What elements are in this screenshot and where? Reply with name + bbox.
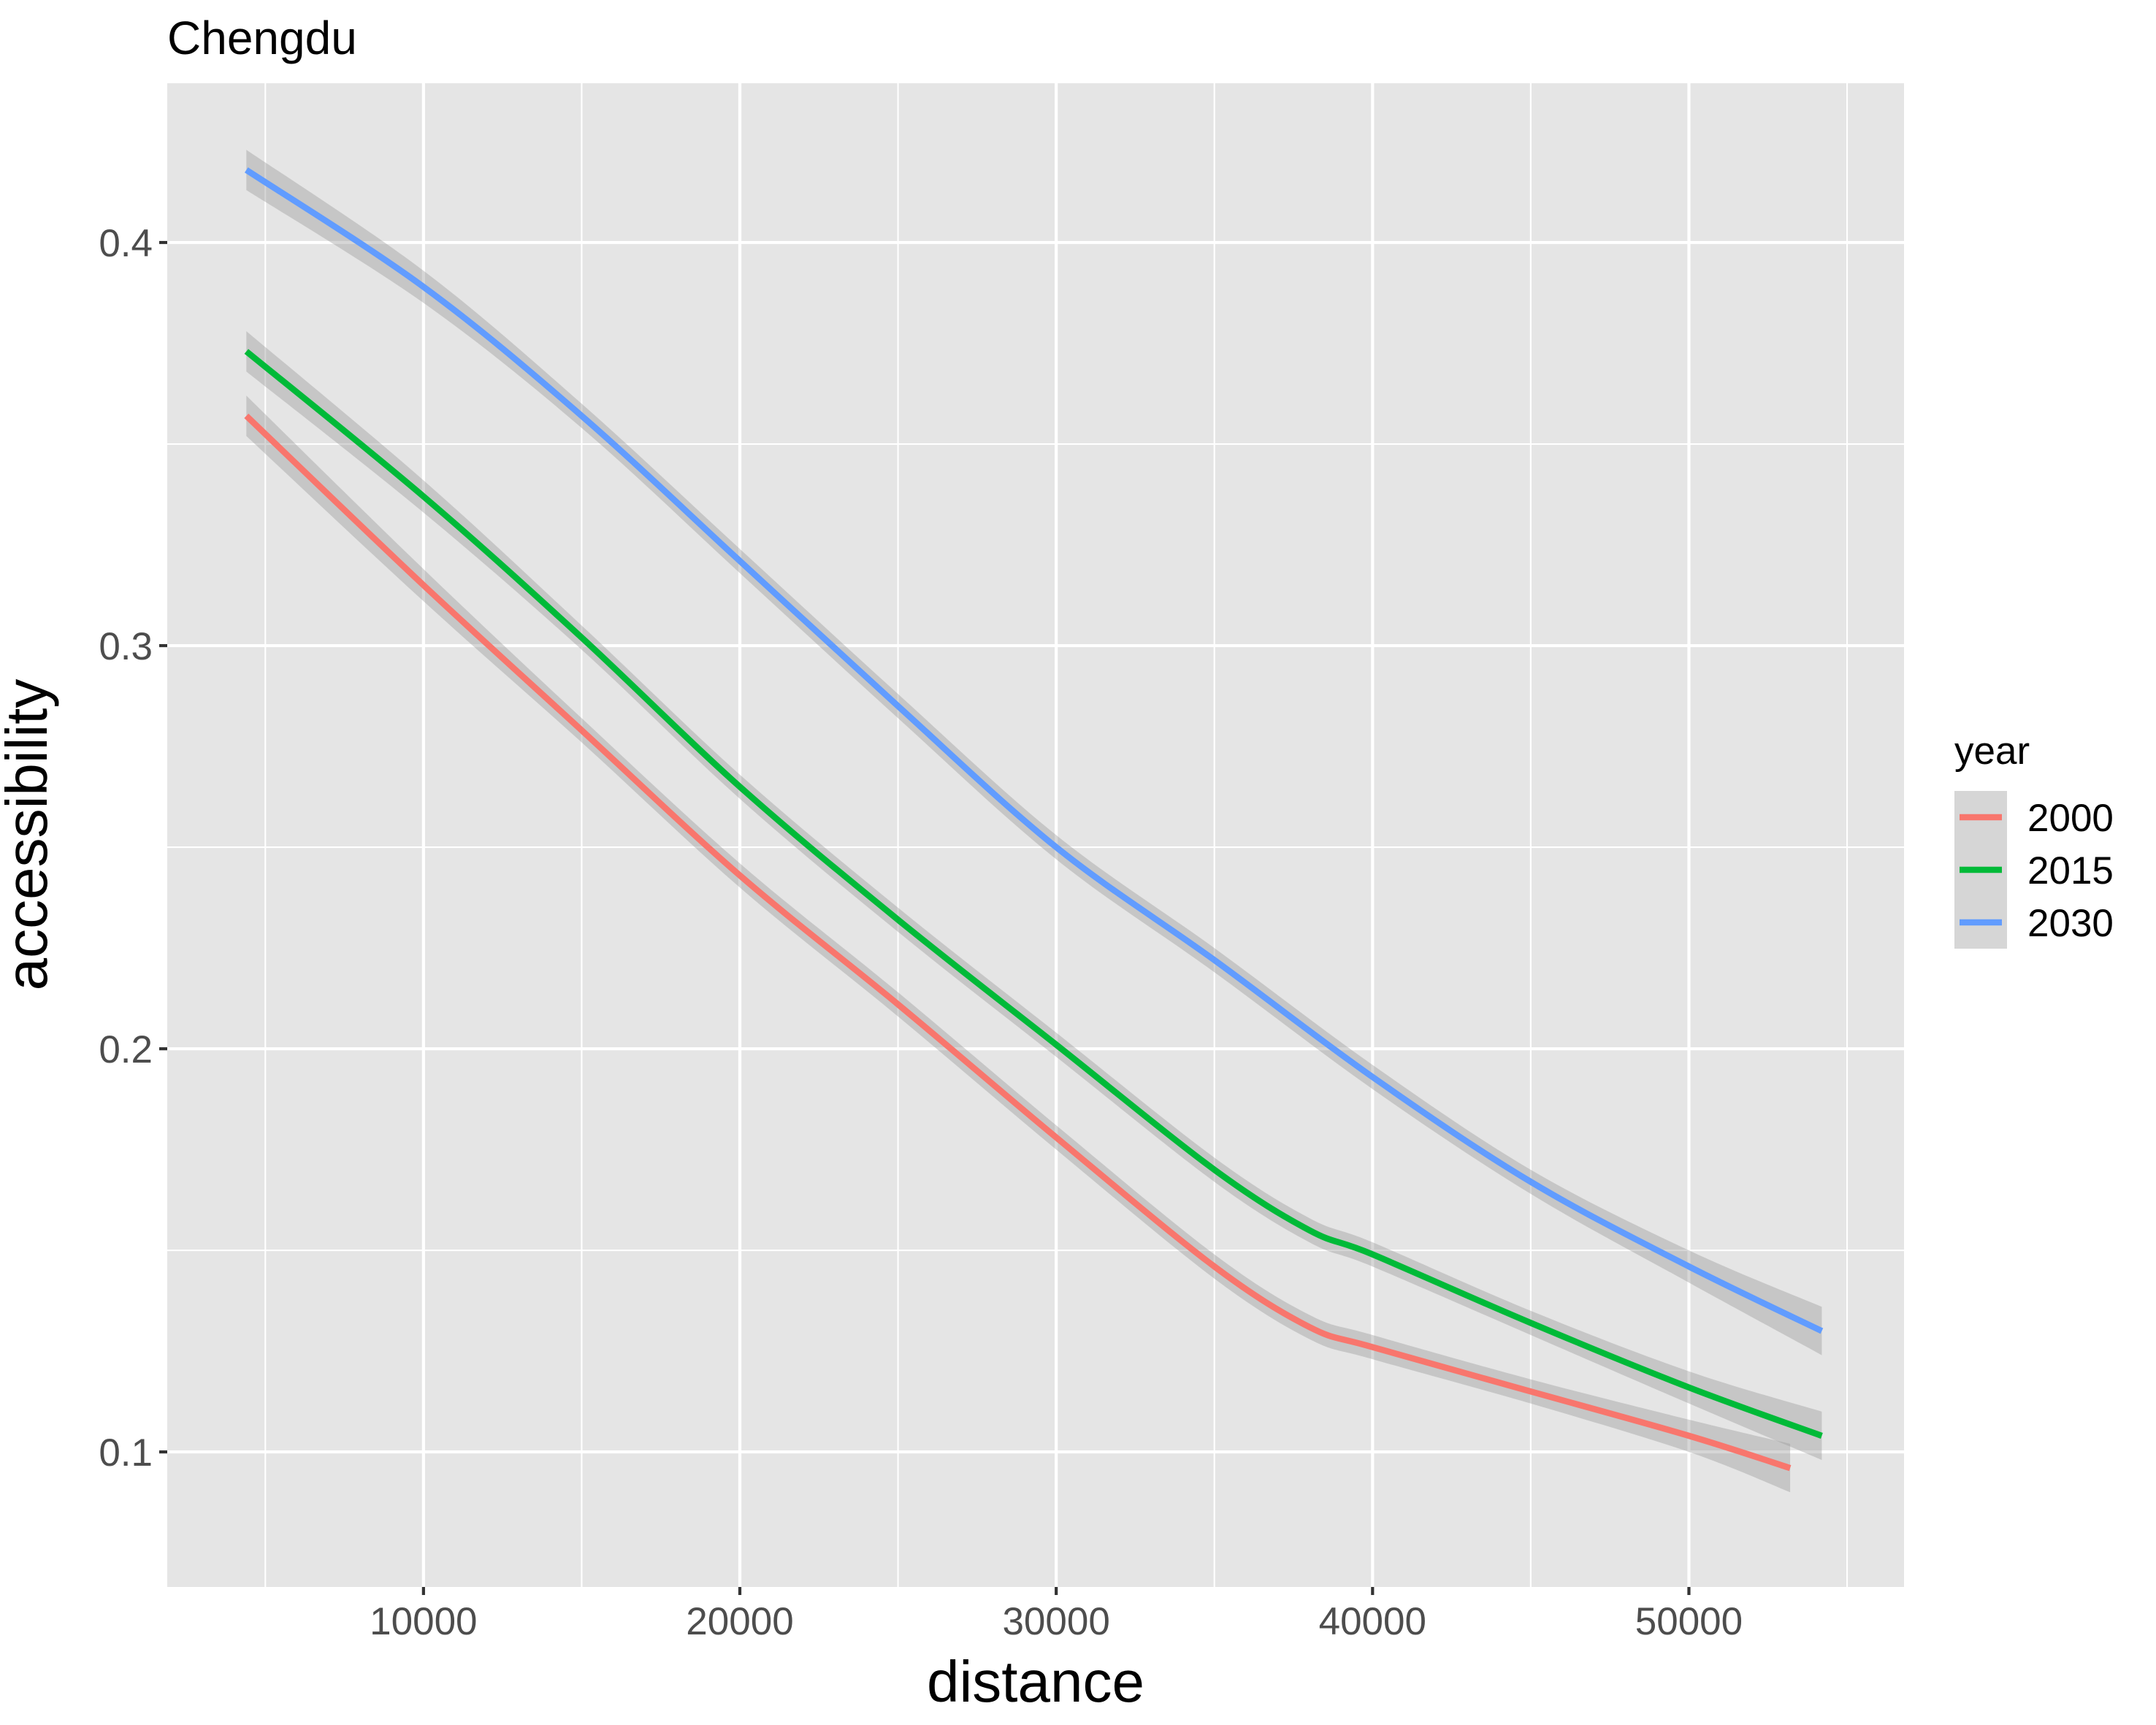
- series-lines: [244, 167, 1824, 1472]
- series-line-2030: [244, 167, 1824, 1334]
- x-tick-label: 10000: [370, 1600, 477, 1643]
- x-tick-label: 50000: [1635, 1600, 1743, 1643]
- series-line-2015: [244, 348, 1823, 1439]
- x-axis-ticks: 10000 20000 30000 40000 50000: [370, 1587, 1743, 1643]
- x-tick-label: 30000: [1002, 1600, 1109, 1643]
- x-tick-label: 20000: [686, 1600, 793, 1643]
- legend-label-2030: 2030: [2027, 902, 2114, 945]
- y-tick-label: 0.4: [99, 222, 153, 265]
- legend-label-2015: 2015: [2027, 849, 2114, 892]
- minor-gridlines: [167, 83, 1904, 1587]
- legend-label-2000: 2000: [2027, 797, 2114, 840]
- x-axis-title: distance: [927, 1649, 1144, 1714]
- y-tick-label: 0.2: [99, 1028, 153, 1071]
- legend: year 2000 2015 2030: [1954, 730, 2114, 949]
- x-tick-label: 40000: [1319, 1600, 1426, 1643]
- panel-background: [167, 83, 1904, 1587]
- y-axis-ticks: 0.1 0.2 0.3 0.4: [99, 222, 167, 1475]
- legend-title: year: [1954, 730, 2030, 773]
- y-tick-label: 0.1: [99, 1431, 153, 1475]
- series-line-2000: [244, 413, 1792, 1472]
- y-tick-label: 0.3: [99, 625, 153, 668]
- major-gridlines: [167, 83, 1904, 1587]
- plot-title: Chengdu: [167, 12, 357, 64]
- y-axis-title: accessibility: [0, 679, 59, 991]
